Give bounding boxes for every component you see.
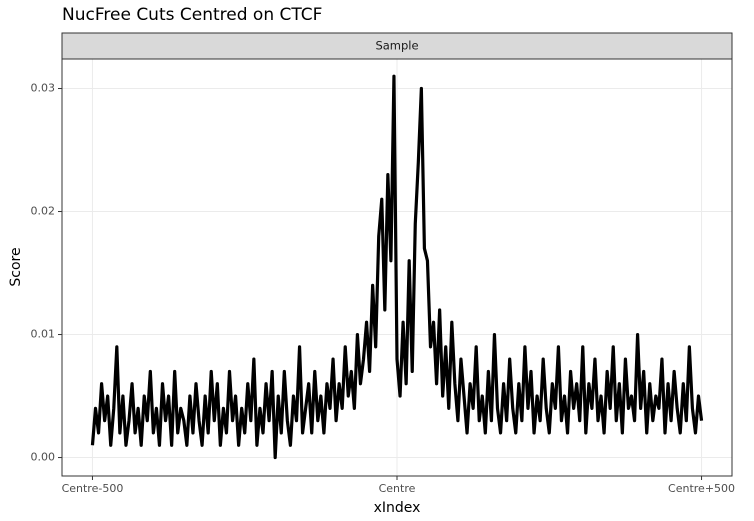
y-axis-label: Score bbox=[8, 247, 24, 286]
plot-area bbox=[90, 74, 704, 460]
x-tick-label: Centre+500 bbox=[668, 482, 735, 495]
y-tick-label: 0.00 bbox=[31, 451, 56, 464]
y-tick-label: 0.01 bbox=[31, 328, 56, 341]
x-tick-label: Centre-500 bbox=[62, 482, 124, 495]
facet-strip bbox=[61, 32, 733, 60]
y-tick-label: 0.03 bbox=[31, 82, 56, 95]
y-tick-label: 0.02 bbox=[31, 205, 56, 218]
data-line bbox=[90, 74, 704, 460]
chart-title: NucFree Cuts Centred on CTCF bbox=[62, 5, 322, 25]
x-axis-label: xIndex bbox=[374, 500, 421, 516]
x-tick-label: Centre bbox=[379, 482, 416, 495]
facet-label: Sample bbox=[375, 39, 418, 53]
